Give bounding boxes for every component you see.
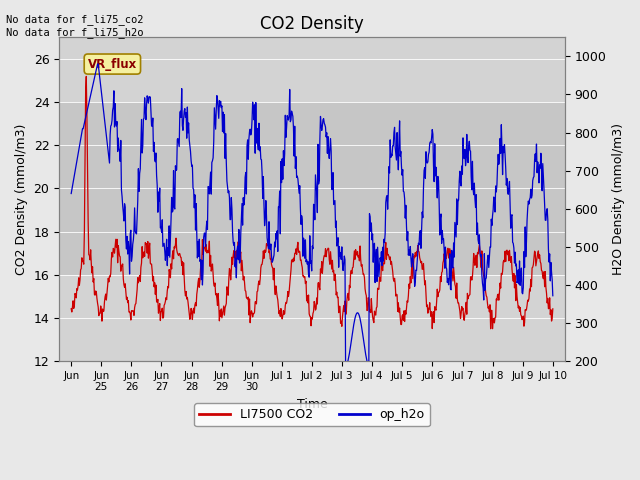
Y-axis label: H2O Density (mmol/m3): H2O Density (mmol/m3) bbox=[612, 123, 625, 275]
Y-axis label: CO2 Density (mmol/m3): CO2 Density (mmol/m3) bbox=[15, 123, 28, 275]
X-axis label: Time: Time bbox=[296, 398, 328, 411]
Text: VR_flux: VR_flux bbox=[88, 58, 137, 71]
Text: No data for f_li75_co2
No data for f_li75_h2o: No data for f_li75_co2 No data for f_li7… bbox=[6, 14, 144, 38]
Title: CO2 Density: CO2 Density bbox=[260, 15, 364, 33]
Bar bbox=[59, 102, 565, 275]
Legend: LI7500 CO2, op_h2o: LI7500 CO2, op_h2o bbox=[194, 403, 430, 426]
